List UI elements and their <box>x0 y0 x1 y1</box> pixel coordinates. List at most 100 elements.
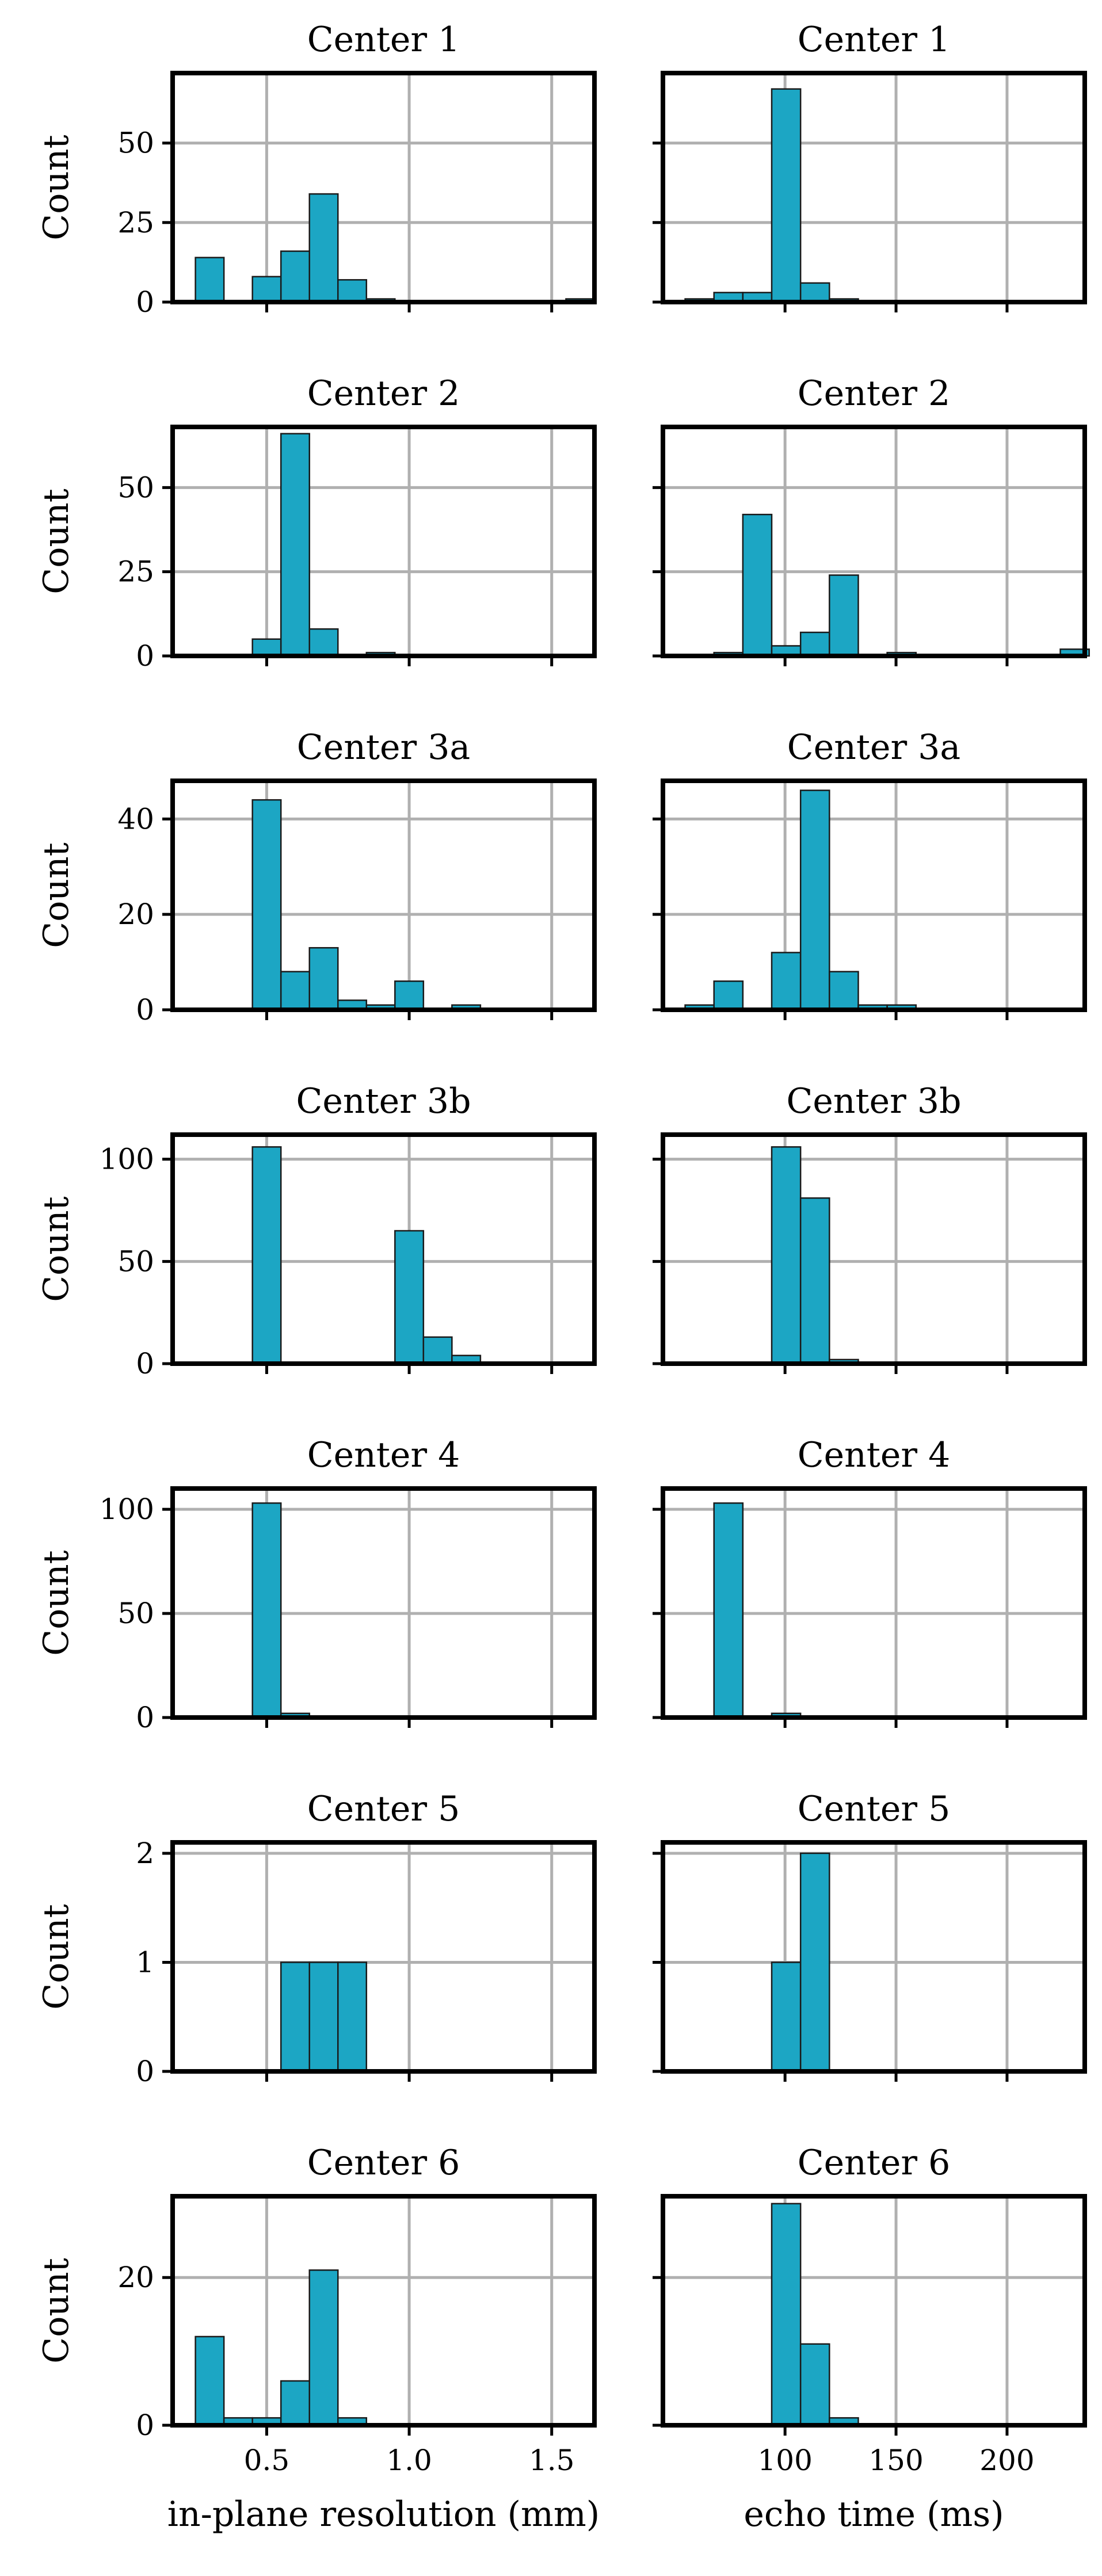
panel-1-resolution: Center 1 0 25 50 Count <box>36 20 597 319</box>
panel-4-resolution: Center 3b 0 50 100 Count <box>36 1081 597 1380</box>
y-tick-label: 25 <box>117 206 154 239</box>
y-tick-label: 25 <box>117 555 154 589</box>
y-tick-label: 20 <box>117 898 154 931</box>
panel-6-echo-time: Center 5 <box>653 1789 1087 2082</box>
panel-title: Center 2 <box>798 373 951 414</box>
panel-title: Center 1 <box>798 20 951 60</box>
y-tick-label: 0 <box>136 2055 154 2088</box>
y-tick-label: 0 <box>136 1347 154 1380</box>
y-tick-label: 50 <box>117 1597 154 1630</box>
panel-6-resolution: Center 5 0 1 2 Count <box>36 1789 597 2088</box>
plot-frame <box>661 71 1087 304</box>
x-tick-label: 100 <box>757 2444 812 2477</box>
y-tick-label: 0 <box>136 993 154 1026</box>
plot-frame <box>661 2194 1087 2428</box>
panel-title: Center 3a <box>787 727 960 768</box>
panel-3-resolution: Center 3a 0 20 40 Count <box>36 727 597 1026</box>
histogram-bar <box>308 947 339 1011</box>
plot-frame <box>170 778 597 1012</box>
histogram-bar <box>742 513 773 657</box>
histogram-bar <box>799 631 830 657</box>
y-tick-label: 20 <box>117 2261 154 2294</box>
panel-1-echo-time: Center 1 <box>653 20 1087 312</box>
panel-title: Center 1 <box>307 20 460 60</box>
histogram-bar <box>251 799 282 1011</box>
panel-5-echo-time: Center 4 <box>653 1435 1087 1728</box>
histogram-bar <box>308 628 339 657</box>
plot-frame <box>170 1132 597 1366</box>
panel-4-echo-time: Center 3b <box>653 1081 1087 1374</box>
histogram-bar <box>422 1336 453 1365</box>
x-axis-label: echo time (ms) <box>743 2494 1004 2535</box>
histogram-bar <box>251 1146 282 1365</box>
plot-frame <box>170 2194 597 2428</box>
histogram-bar <box>251 276 282 303</box>
histogram-bar <box>337 279 368 303</box>
panel-title: Center 4 <box>798 1435 951 1475</box>
x-axis-label: in-plane resolution (mm) <box>167 2494 600 2535</box>
y-tick-label: 50 <box>117 471 154 504</box>
x-tick-label: 200 <box>979 2444 1034 2477</box>
plot-frame <box>661 1486 1087 1720</box>
histogram-bar <box>337 1961 368 2073</box>
panel-7-echo-time: Center 6 100 150 200 echo time (ms) <box>653 2143 1087 2535</box>
histogram-bar <box>799 282 830 303</box>
histogram-bar <box>771 2203 802 2426</box>
histogram-bar <box>280 2380 310 2426</box>
y-tick-label: 40 <box>117 802 154 835</box>
x-tick-label: 0.5 <box>244 2444 290 2477</box>
plot-frame <box>661 778 1087 1012</box>
panel-title: Center 3a <box>297 727 470 768</box>
histogram-bar <box>799 789 830 1011</box>
histogram-bar <box>308 2269 339 2426</box>
y-axis-label: Count <box>36 1904 77 2009</box>
histogram-bar <box>771 88 802 303</box>
histogram-bar <box>771 1961 802 2073</box>
histogram-bar <box>195 257 225 303</box>
histogram-bar <box>280 971 310 1011</box>
histogram-bar <box>251 1502 282 1719</box>
y-axis-label: Count <box>36 842 77 948</box>
panel-title: Center 3b <box>786 1081 961 1121</box>
histogram-bar <box>799 1852 830 2073</box>
panel-title: Center 6 <box>307 2143 460 2183</box>
panel-2-echo-time: Center 2 <box>653 373 1090 666</box>
histogram-bar <box>280 250 310 303</box>
panel-title: Center 5 <box>798 1789 951 1829</box>
y-tick-label: 0 <box>136 639 154 673</box>
plot-frame <box>661 425 1087 658</box>
histogram-bar <box>713 1502 744 1719</box>
histogram-bar <box>771 952 802 1011</box>
y-tick-label: 0 <box>136 285 154 319</box>
histogram-bar <box>394 980 425 1011</box>
panel-title: Center 4 <box>307 1435 460 1475</box>
plot-frame <box>170 1486 597 1720</box>
histogram-bar <box>829 574 859 657</box>
y-tick-label: 100 <box>100 1143 154 1176</box>
panel-3-echo-time: Center 3a <box>653 727 1087 1020</box>
plot-frame <box>661 1132 1087 1366</box>
histogram-bar <box>771 1146 802 1365</box>
panel-title: Center 2 <box>307 373 460 414</box>
y-tick-label: 50 <box>117 127 154 160</box>
histogram-bar <box>713 980 744 1011</box>
y-tick-label: 0 <box>136 2409 154 2442</box>
x-tick-label: 1.5 <box>529 2444 575 2477</box>
plot-frame <box>170 425 597 658</box>
histogram-bar <box>308 1961 339 2073</box>
panel-5-resolution: Center 4 0 50 100 Count <box>36 1435 597 1734</box>
y-tick-label: 0 <box>136 1701 154 1734</box>
histogram-bar <box>251 638 282 657</box>
panel-title: Center 6 <box>798 2143 951 2183</box>
x-tick-label: 150 <box>868 2444 923 2477</box>
panel-title: Center 3b <box>296 1081 471 1121</box>
panel-title: Center 5 <box>307 1789 460 1829</box>
y-tick-label: 1 <box>136 1945 154 1979</box>
y-axis-label: Count <box>36 2258 77 2363</box>
y-tick-label: 50 <box>117 1245 154 1278</box>
y-tick-label: 2 <box>136 1837 154 1870</box>
y-axis-label: Count <box>36 489 77 594</box>
x-tick-label: 1.0 <box>386 2444 432 2477</box>
histogram-bar <box>394 1230 425 1365</box>
y-axis-label: Count <box>36 1550 77 1655</box>
